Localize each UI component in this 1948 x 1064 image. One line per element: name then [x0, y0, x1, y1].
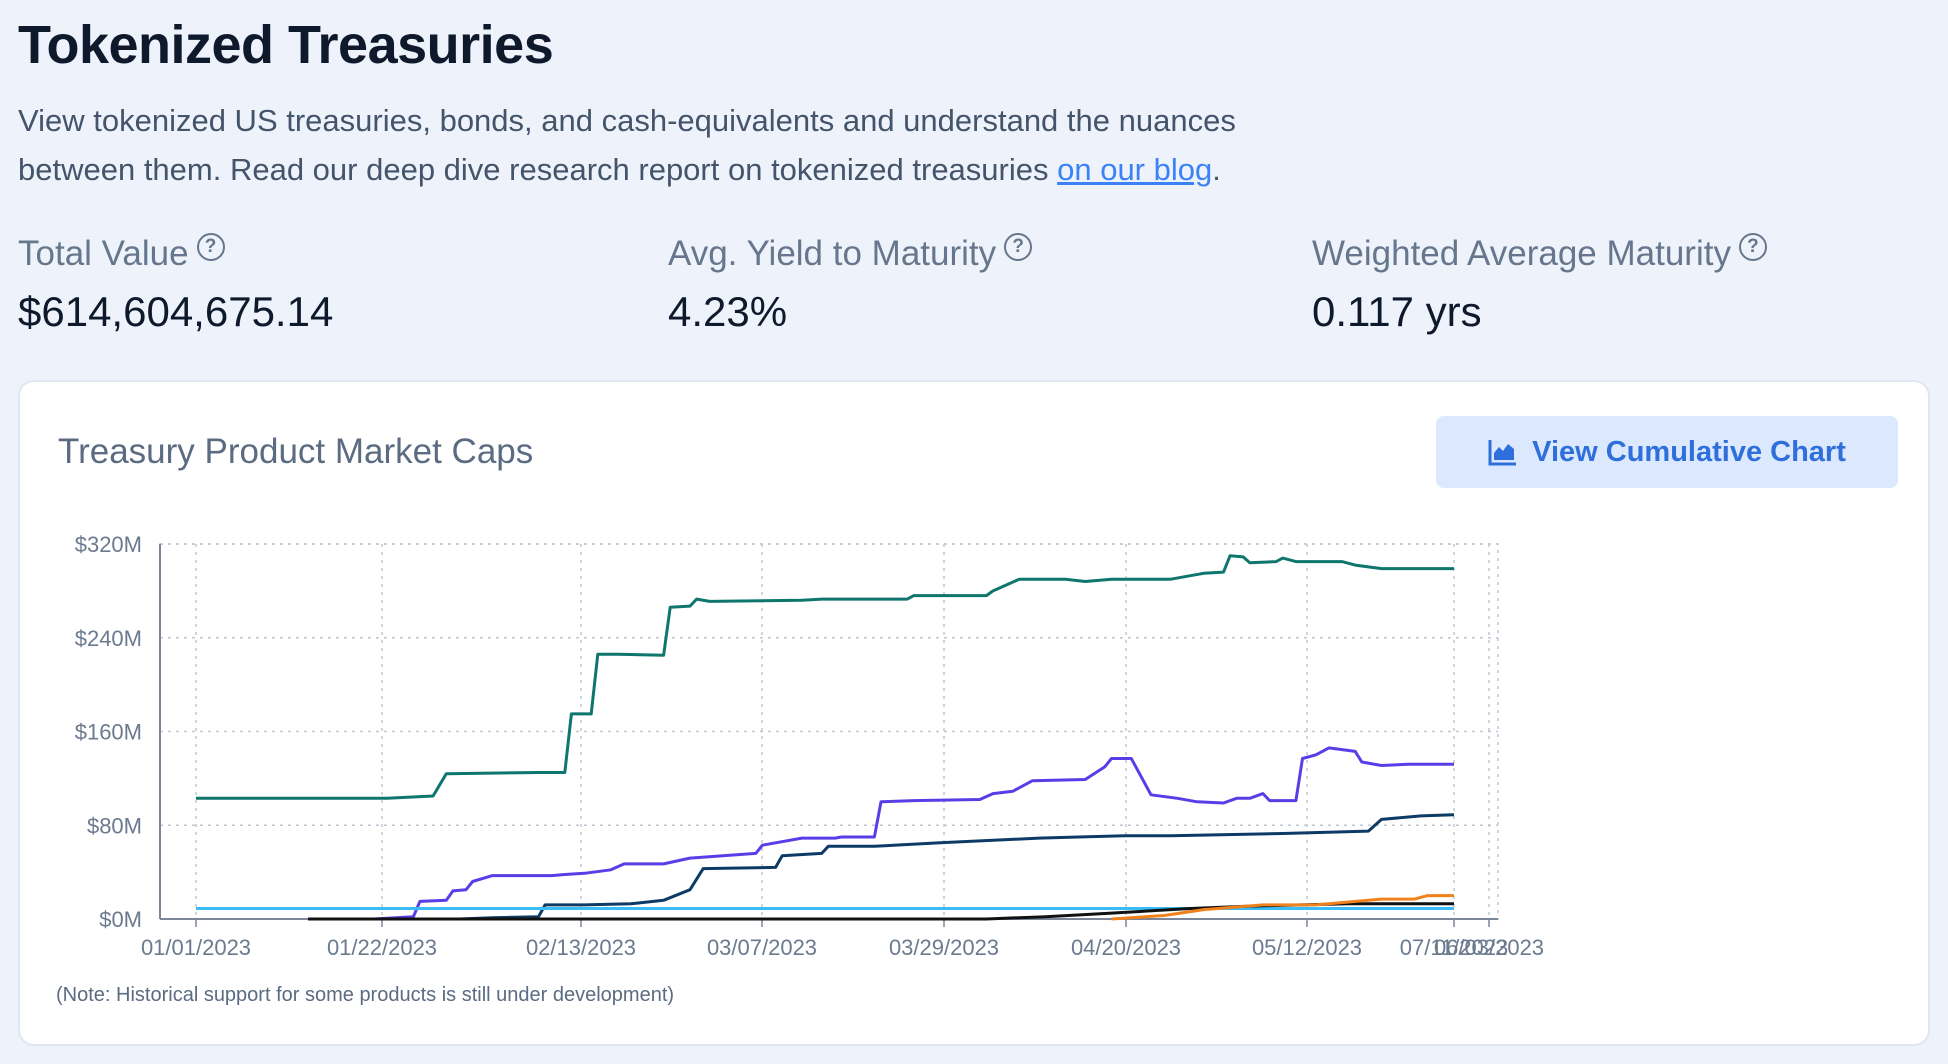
x-tick-label: 05/12/2023: [1252, 935, 1362, 960]
chart-title: Treasury Product Market Caps: [58, 432, 534, 471]
x-tick-label: 04/20/2023: [1071, 935, 1181, 960]
question-circle-icon[interactable]: ?: [1738, 233, 1767, 261]
question-circle-icon[interactable]: ?: [1004, 233, 1033, 261]
stat-value: 4.23%: [668, 288, 788, 335]
stat-weighted-maturity: Weighted Average Maturity? 0.117 yrs: [1312, 233, 1767, 336]
area-chart-icon: [1488, 440, 1517, 466]
y-tick-label: $240M: [75, 626, 142, 651]
stat-label: Total Value: [18, 234, 189, 273]
x-tick-label: 06/03/2023: [1434, 935, 1544, 960]
market-cap-chart: $0M $80M $160M $240M $320M 01/01/2023 01/22/20…: [75, 532, 1544, 960]
intro-end: .: [1212, 152, 1221, 187]
stat-label: Weighted Average Maturity: [1312, 234, 1731, 273]
x-tick-label: 01/22/2023: [327, 935, 437, 960]
chart-note: (Note: Historical support for some produ…: [56, 984, 675, 1006]
y-tick-label: $160M: [75, 720, 142, 745]
x-tick-label: 07/11/2023: [1400, 935, 1508, 960]
y-tick-label: $80M: [87, 813, 142, 838]
chart-card: Treasury Product Market Caps View Cumula…: [18, 380, 1930, 1046]
x-tick-label: 03/07/2023: [707, 935, 817, 960]
y-tick-label: $320M: [75, 532, 142, 557]
page-title: Tokenized Treasuries: [18, 15, 554, 75]
x-tick-label: 01/01/2023: [141, 935, 251, 960]
intro-text: View tokenized US treasuries, bonds, and…: [18, 103, 1236, 187]
stat-value: $614,604,675.14: [18, 288, 334, 335]
stat-total-value: Total Value? $614,604,675.14: [18, 233, 334, 336]
view-cumulative-chart-button[interactable]: View Cumulative Chart: [1436, 416, 1898, 488]
series-line-2: [308, 746, 1454, 921]
question-circle-icon[interactable]: ?: [196, 233, 225, 261]
series-line-3: [308, 813, 1455, 921]
stat-value: 0.117 yrs: [1312, 288, 1482, 335]
x-tick-label: 03/29/2023: [889, 935, 999, 960]
series-line-1: [196, 554, 1454, 800]
blog-link[interactable]: on our blog: [1057, 152, 1213, 187]
button-label: View Cumulative Chart: [1532, 435, 1846, 468]
stat-label: Avg. Yield to Maturity: [668, 234, 997, 273]
intro-paragraph: View tokenized US treasuries, bonds, and…: [18, 96, 1338, 194]
series-line-6: [1111, 894, 1454, 921]
x-tick-label: 02/13/2023: [526, 935, 636, 960]
stat-avg-yield: Avg. Yield to Maturity? 4.23%: [668, 233, 1033, 336]
y-tick-label: $0M: [99, 907, 142, 932]
